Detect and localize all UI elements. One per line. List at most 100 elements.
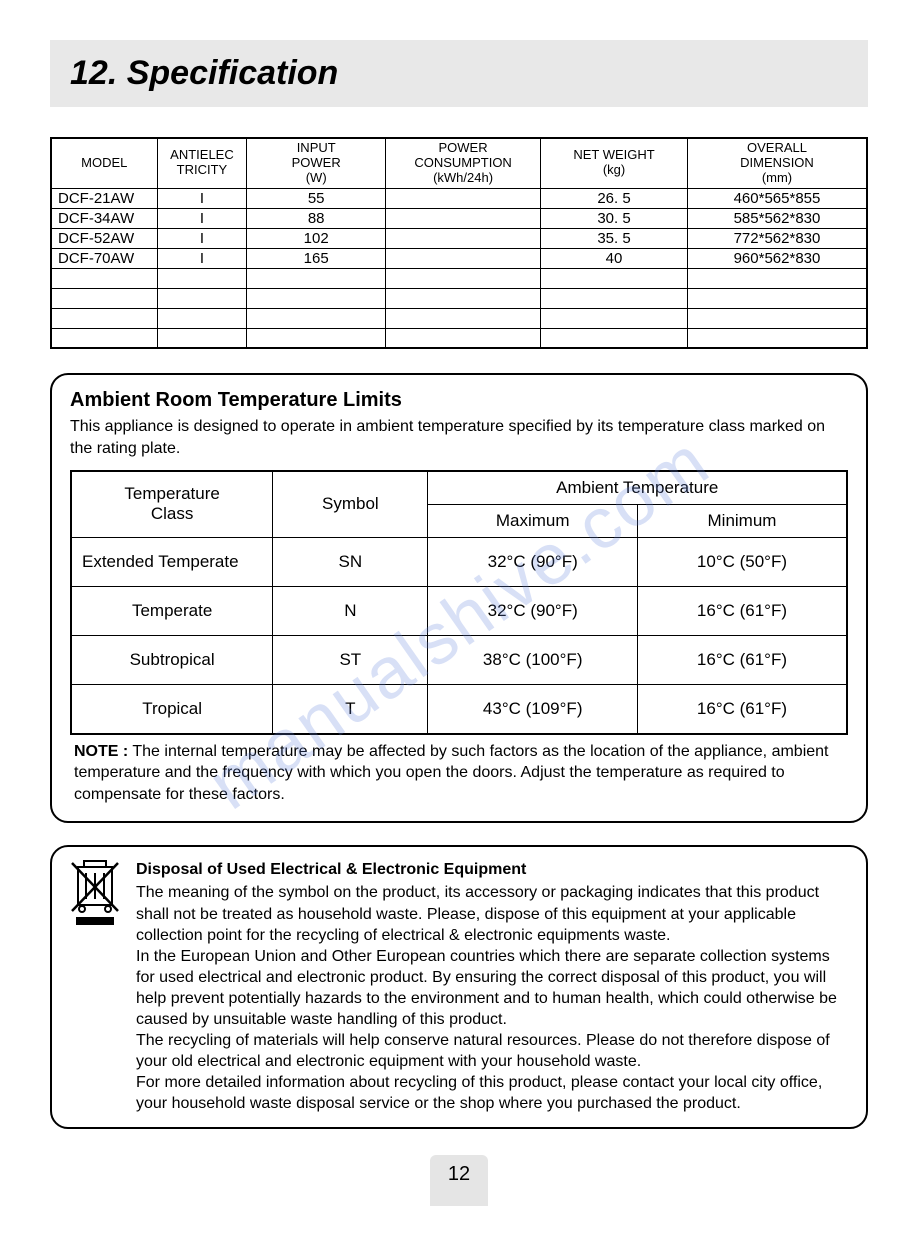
table-cell: 35. 5 (541, 228, 688, 248)
table-row: TemperateN32°C (90°F)16°C (61°F) (71, 586, 847, 635)
ambient-box: Ambient Room Temperature Limits This app… (50, 373, 868, 823)
spec-header: OVERALLDIMENSION(mm) (687, 138, 867, 188)
table-row (51, 288, 867, 308)
table-cell: 88 (247, 208, 386, 228)
note-label: NOTE : (74, 743, 128, 760)
table-cell (157, 268, 247, 288)
table-row: DCF-21AWI5526. 5460*565*855 (51, 188, 867, 208)
table-cell: 26. 5 (541, 188, 688, 208)
table-cell: 38°C (100°F) (428, 635, 638, 684)
table-cell: 772*562*830 (687, 228, 867, 248)
temperature-table: TemperatureClass Symbol Ambient Temperat… (70, 470, 848, 735)
ambient-title: Ambient Room Temperature Limits (70, 389, 848, 412)
disposal-paragraph: For more detailed information about recy… (136, 1072, 850, 1114)
table-cell (541, 288, 688, 308)
table-cell (687, 288, 867, 308)
table-row: TropicalT43°C (109°F)16°C (61°F) (71, 684, 847, 734)
table-cell: 16°C (61°F) (637, 635, 847, 684)
table-cell: I (157, 228, 247, 248)
table-cell (687, 308, 867, 328)
table-cell (247, 288, 386, 308)
disposal-text: Disposal of Used Electrical & Electronic… (136, 859, 850, 1114)
table-cell: DCF-52AW (51, 228, 157, 248)
ambient-intro: This appliance is designed to operate in… (70, 416, 848, 459)
section-title-bar: 12. Specification (50, 40, 868, 107)
weee-icon (68, 859, 122, 1114)
table-cell (386, 188, 541, 208)
table-cell: Subtropical (71, 635, 273, 684)
disposal-box: Disposal of Used Electrical & Electronic… (50, 845, 868, 1128)
table-row (51, 308, 867, 328)
table-row: SubtropicalST38°C (100°F)16°C (61°F) (71, 635, 847, 684)
ambient-note: NOTE : The internal temperature may be a… (70, 741, 848, 806)
table-cell: 16°C (61°F) (637, 684, 847, 734)
spec-header: NET WEIGHT(kg) (541, 138, 688, 188)
table-cell: 165 (247, 248, 386, 268)
table-cell (386, 308, 541, 328)
table-cell: Extended Temperate (71, 537, 273, 586)
disposal-paragraph: In the European Union and Other European… (136, 946, 850, 1030)
table-cell: 960*562*830 (687, 248, 867, 268)
table-cell: SN (273, 537, 428, 586)
table-cell (687, 268, 867, 288)
table-cell: DCF-70AW (51, 248, 157, 268)
th-min: Minimum (637, 504, 847, 537)
table-row (51, 328, 867, 348)
table-cell: ST (273, 635, 428, 684)
table-cell: T (273, 684, 428, 734)
table-cell (157, 328, 247, 348)
table-cell (157, 308, 247, 328)
table-cell (687, 328, 867, 348)
spec-header: POWERCONSUMPTION(kWh/24h) (386, 138, 541, 188)
table-cell: 30. 5 (541, 208, 688, 228)
spec-header: INPUTPOWER(W) (247, 138, 386, 188)
page-number: 12 (430, 1155, 488, 1206)
th-ambient: Ambient Temperature (428, 471, 847, 505)
table-cell: DCF-34AW (51, 208, 157, 228)
spec-header: ANTIELECTRICITY (157, 138, 247, 188)
table-cell (51, 328, 157, 348)
table-cell (541, 308, 688, 328)
disposal-paragraph: The meaning of the symbol on the product… (136, 882, 850, 945)
table-cell (247, 268, 386, 288)
table-cell (386, 288, 541, 308)
table-cell: 55 (247, 188, 386, 208)
table-cell: N (273, 586, 428, 635)
table-row: DCF-70AWI165 40960*562*830 (51, 248, 867, 268)
table-cell (541, 268, 688, 288)
table-row: DCF-34AWI8830. 5585*562*830 (51, 208, 867, 228)
table-cell: 32°C (90°F) (428, 586, 638, 635)
spec-header: MODEL (51, 138, 157, 188)
table-cell (51, 268, 157, 288)
table-cell (541, 328, 688, 348)
section-title: 12. Specification (70, 54, 848, 93)
table-cell (386, 208, 541, 228)
table-cell (51, 308, 157, 328)
table-cell: 40 (541, 248, 688, 268)
table-cell: Temperate (71, 586, 273, 635)
table-cell (386, 328, 541, 348)
table-cell: 585*562*830 (687, 208, 867, 228)
table-cell (51, 288, 157, 308)
table-row: Extended TemperateSN32°C (90°F)10°C (50°… (71, 537, 847, 586)
table-cell (386, 268, 541, 288)
table-cell: 10°C (50°F) (637, 537, 847, 586)
table-cell: I (157, 188, 247, 208)
table-cell: 32°C (90°F) (428, 537, 638, 586)
table-cell (247, 308, 386, 328)
th-max: Maximum (428, 504, 638, 537)
table-cell: 460*565*855 (687, 188, 867, 208)
table-cell (247, 328, 386, 348)
th-class: TemperatureClass (71, 471, 273, 538)
table-cell (157, 288, 247, 308)
table-cell: 16°C (61°F) (637, 586, 847, 635)
table-row (51, 268, 867, 288)
note-body: The internal temperature may be affected… (74, 743, 828, 803)
table-cell: 102 (247, 228, 386, 248)
table-row: DCF-52AWI102 35. 5772*562*830 (51, 228, 867, 248)
table-cell (386, 228, 541, 248)
table-cell: Tropical (71, 684, 273, 734)
table-cell: I (157, 248, 247, 268)
table-cell: 43°C (109°F) (428, 684, 638, 734)
th-symbol: Symbol (273, 471, 428, 538)
